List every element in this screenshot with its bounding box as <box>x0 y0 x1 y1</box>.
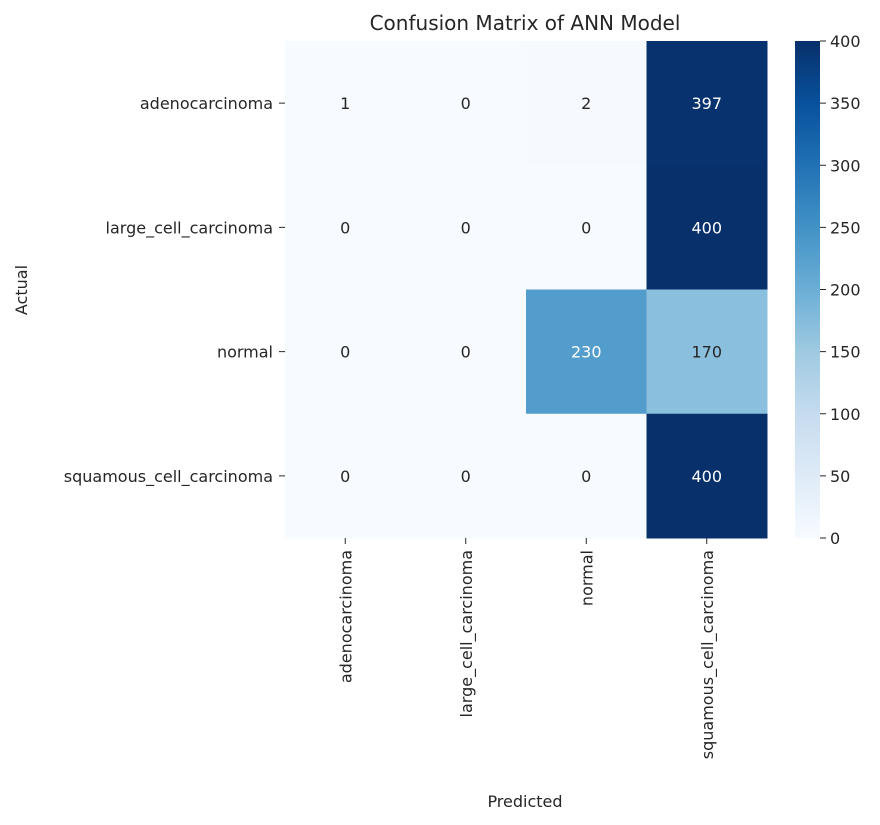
cell-value-label: 0 <box>340 467 350 486</box>
colorbar-tick-label: 300 <box>830 156 861 175</box>
colorbar-tick-label: 100 <box>830 405 861 424</box>
heatmap-cell <box>526 413 647 539</box>
cell-value-label: 0 <box>581 467 591 486</box>
cell-value-label: 0 <box>461 467 471 486</box>
y-axis-label: Actual <box>12 265 31 315</box>
heatmap-cell <box>405 41 527 166</box>
colorbar-tick-label: 350 <box>830 94 861 113</box>
cell-value-label: 2 <box>581 94 591 113</box>
colorbar-tick-label: 150 <box>830 343 861 362</box>
heatmap-cell <box>405 413 527 539</box>
chart-title: Confusion Matrix of ANN Model <box>370 11 681 35</box>
colorbar-tick-label: 250 <box>830 218 861 237</box>
heatmap-cell <box>526 165 647 290</box>
heatmap-cell <box>405 289 527 415</box>
cell-value-label: 0 <box>461 94 471 113</box>
colorbar-tick-label: 200 <box>830 281 861 300</box>
cell-value-label: 397 <box>691 94 722 113</box>
x-tick-label: adenocarcinoma <box>336 550 355 683</box>
heatmap-cell <box>646 41 768 166</box>
cell-value-label: 1 <box>340 94 350 113</box>
cell-value-label: 170 <box>691 343 722 362</box>
heatmap-cell <box>285 413 406 539</box>
cell-value-label: 0 <box>340 343 350 362</box>
heatmap-cells <box>285 41 768 539</box>
heatmap-cell <box>285 165 406 290</box>
y-tick-label: large_cell_carcinoma <box>106 218 273 238</box>
colorbar-tick-label: 400 <box>830 32 861 51</box>
x-tick-label: large_cell_carcinoma <box>457 550 477 717</box>
y-axis-ticks: adenocarcinoma large_cell_carcinomanormal… <box>64 94 285 487</box>
cell-value-label: 0 <box>581 218 591 237</box>
x-tick-label: normal <box>577 550 596 606</box>
colorbar-ticks: 0 50 100 150 200 250 300 350 400 <box>820 32 861 548</box>
heatmap-cell <box>646 413 768 539</box>
cell-value-label: 400 <box>691 218 722 237</box>
cell-value-label: 400 <box>691 467 722 486</box>
heatmap-cell <box>285 41 406 166</box>
heatmap-cell <box>405 165 527 290</box>
x-axis-label: Predicted <box>487 792 562 811</box>
cell-value-label: 0 <box>461 218 471 237</box>
heatmap-cell <box>526 289 647 415</box>
x-tick-label: squamous_cell_carcinoma <box>698 550 718 759</box>
cell-value-label: 0 <box>461 343 471 362</box>
cell-value-label: 0 <box>340 218 350 237</box>
heatmap-cell <box>526 41 647 166</box>
x-axis-ticks: adenocarcinoma large_cell_carcinoma normal… <box>336 538 718 759</box>
colorbar <box>795 41 820 538</box>
y-tick-label: adenocarcinoma <box>140 94 273 113</box>
colorbar-tick-label: 50 <box>830 467 850 486</box>
heatmap-cell <box>285 289 406 415</box>
heatmap-cell <box>646 165 768 290</box>
y-tick-label: normal <box>217 343 273 362</box>
y-tick-label: squamous_cell_carcinoma <box>64 467 273 487</box>
heatmap-cell <box>646 289 768 415</box>
cell-value-label: 230 <box>571 343 602 362</box>
colorbar-tick-label: 0 <box>830 529 840 548</box>
heatmap-cell-labels: 1 0 2 397 0 0 0 400 0 0 230 170 0 0 0 400 <box>340 94 722 486</box>
